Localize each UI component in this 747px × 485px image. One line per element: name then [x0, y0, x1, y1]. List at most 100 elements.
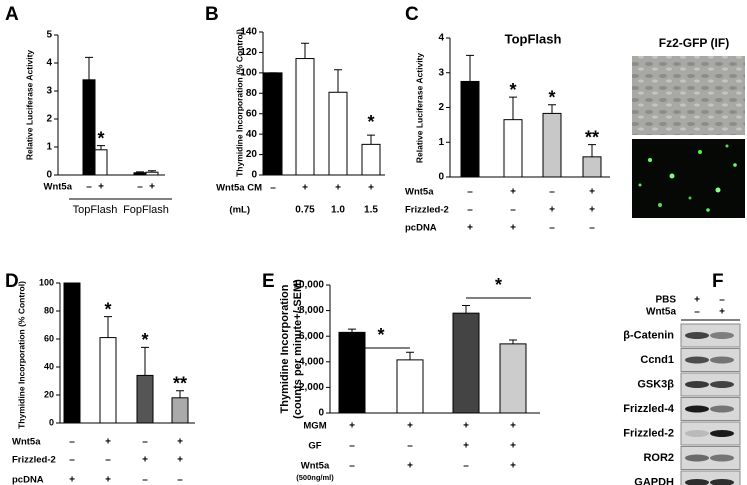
- y-tick-label: 140: [240, 27, 257, 38]
- panel-letter: A: [5, 4, 19, 25]
- y-tick-label: 2: [438, 102, 444, 113]
- y-tick-label: 0: [46, 170, 52, 181]
- significance: **: [585, 127, 599, 147]
- row-label: GF: [308, 441, 321, 452]
- bar: [582, 156, 602, 178]
- lane-mark: –: [694, 307, 700, 318]
- blot-band: [710, 454, 734, 462]
- significance: *: [509, 80, 516, 100]
- fluorescence-image: [632, 139, 745, 218]
- bar: [396, 359, 424, 414]
- row-mark: –: [137, 182, 143, 193]
- row-mark: –: [467, 187, 473, 198]
- bar: [99, 337, 117, 424]
- bar: [136, 374, 154, 424]
- row-mark: +: [105, 437, 111, 448]
- group-label: TopFlash: [73, 204, 118, 216]
- significance: **: [173, 374, 187, 394]
- row-mark: +: [510, 187, 516, 198]
- row-mark: –: [349, 461, 355, 472]
- panel-letter: C: [405, 4, 419, 25]
- lane-mark: –: [719, 295, 725, 306]
- row-mark: –: [105, 455, 111, 466]
- blot-band: [710, 381, 734, 388]
- row-mark: +: [98, 182, 104, 193]
- y-tick-label: 5: [46, 30, 52, 41]
- y-tick-label: 100: [240, 67, 257, 78]
- y-tick-label: 0: [318, 408, 324, 419]
- row-mark: +: [407, 461, 413, 472]
- y-tick-label: 1: [438, 137, 444, 148]
- row-mark: –: [407, 441, 413, 452]
- panel-letter: F: [712, 271, 724, 292]
- row-mark: –: [463, 461, 469, 472]
- row-mark: –: [549, 223, 555, 234]
- blot-band: [685, 430, 709, 437]
- row-mark: +: [368, 183, 374, 194]
- error-bar: [141, 346, 149, 376]
- significance: *: [141, 330, 148, 350]
- blot-band: [710, 479, 734, 485]
- y-axis-label: Relative Luciferase Activity: [414, 53, 424, 164]
- row-mark: +: [510, 441, 516, 452]
- y-tick-label: 1: [46, 142, 52, 153]
- error-bar: [334, 69, 342, 93]
- band-label: Frizzled-2: [623, 427, 674, 439]
- y-tick-label: 4,000: [299, 356, 324, 367]
- y-tick-label: 8,000: [299, 305, 324, 316]
- row-mark: +: [407, 421, 413, 432]
- row-mark: +: [549, 205, 555, 216]
- panel-letter: D: [5, 271, 19, 292]
- row-mark: +: [177, 455, 183, 466]
- bar: [338, 331, 366, 414]
- error-bar: [588, 144, 596, 157]
- row-mark: +: [335, 183, 341, 194]
- panel-letter: E: [262, 271, 275, 292]
- band-label: GAPDH: [634, 476, 674, 485]
- blot-band: [685, 454, 709, 462]
- row-mark: +: [510, 421, 516, 432]
- bar: [263, 72, 283, 176]
- bar: [361, 143, 381, 176]
- bar: [499, 343, 527, 414]
- row-label: Wnt5a CM: [216, 183, 262, 194]
- row-mark: –: [349, 441, 355, 452]
- significance: *: [495, 275, 502, 295]
- row-mark: –: [69, 455, 75, 466]
- y-tick-label: 2: [46, 114, 52, 125]
- bar: [145, 171, 159, 176]
- y-tick-label: 100: [39, 277, 54, 287]
- brightfield-image: [632, 56, 745, 135]
- significance: *: [377, 325, 384, 345]
- row-mark: +: [510, 223, 516, 234]
- y-axis-label: Thymidine Incorporation (% Control): [16, 281, 26, 429]
- row-mark: +: [463, 421, 469, 432]
- error-bar: [548, 104, 556, 114]
- error-bar: [367, 134, 375, 145]
- blot-band: [685, 332, 709, 339]
- row-label: Wnt5a: [301, 461, 330, 472]
- row-mark: –: [142, 437, 148, 448]
- blot-band: [685, 479, 709, 485]
- y-axis-label: (counts per minute+/-SEM): [292, 279, 304, 419]
- row-mark: +: [177, 437, 183, 448]
- row-mark: –: [467, 205, 473, 216]
- error-bar: [348, 328, 356, 333]
- row-mark: –: [549, 187, 555, 198]
- band-label: GSK3β: [637, 378, 674, 390]
- error-bar: [85, 56, 93, 80]
- row-label: Frizzled-2: [405, 205, 449, 216]
- band-label: β-Catenin: [623, 329, 674, 341]
- y-tick-label: 10,000: [293, 280, 324, 291]
- y-tick-label: 2,000: [299, 382, 324, 393]
- row-mark: +: [105, 475, 111, 485]
- error-bar: [509, 339, 517, 344]
- y-tick-label: 60: [44, 333, 54, 343]
- blot-band: [685, 356, 709, 364]
- y-axis-label: Thymidine Incorporation: [279, 284, 291, 413]
- y-tick-label: 3: [46, 86, 52, 97]
- bar: [63, 282, 81, 424]
- y-tick-label: 40: [44, 361, 54, 371]
- row-sublabel: (500ng/ml): [296, 473, 334, 482]
